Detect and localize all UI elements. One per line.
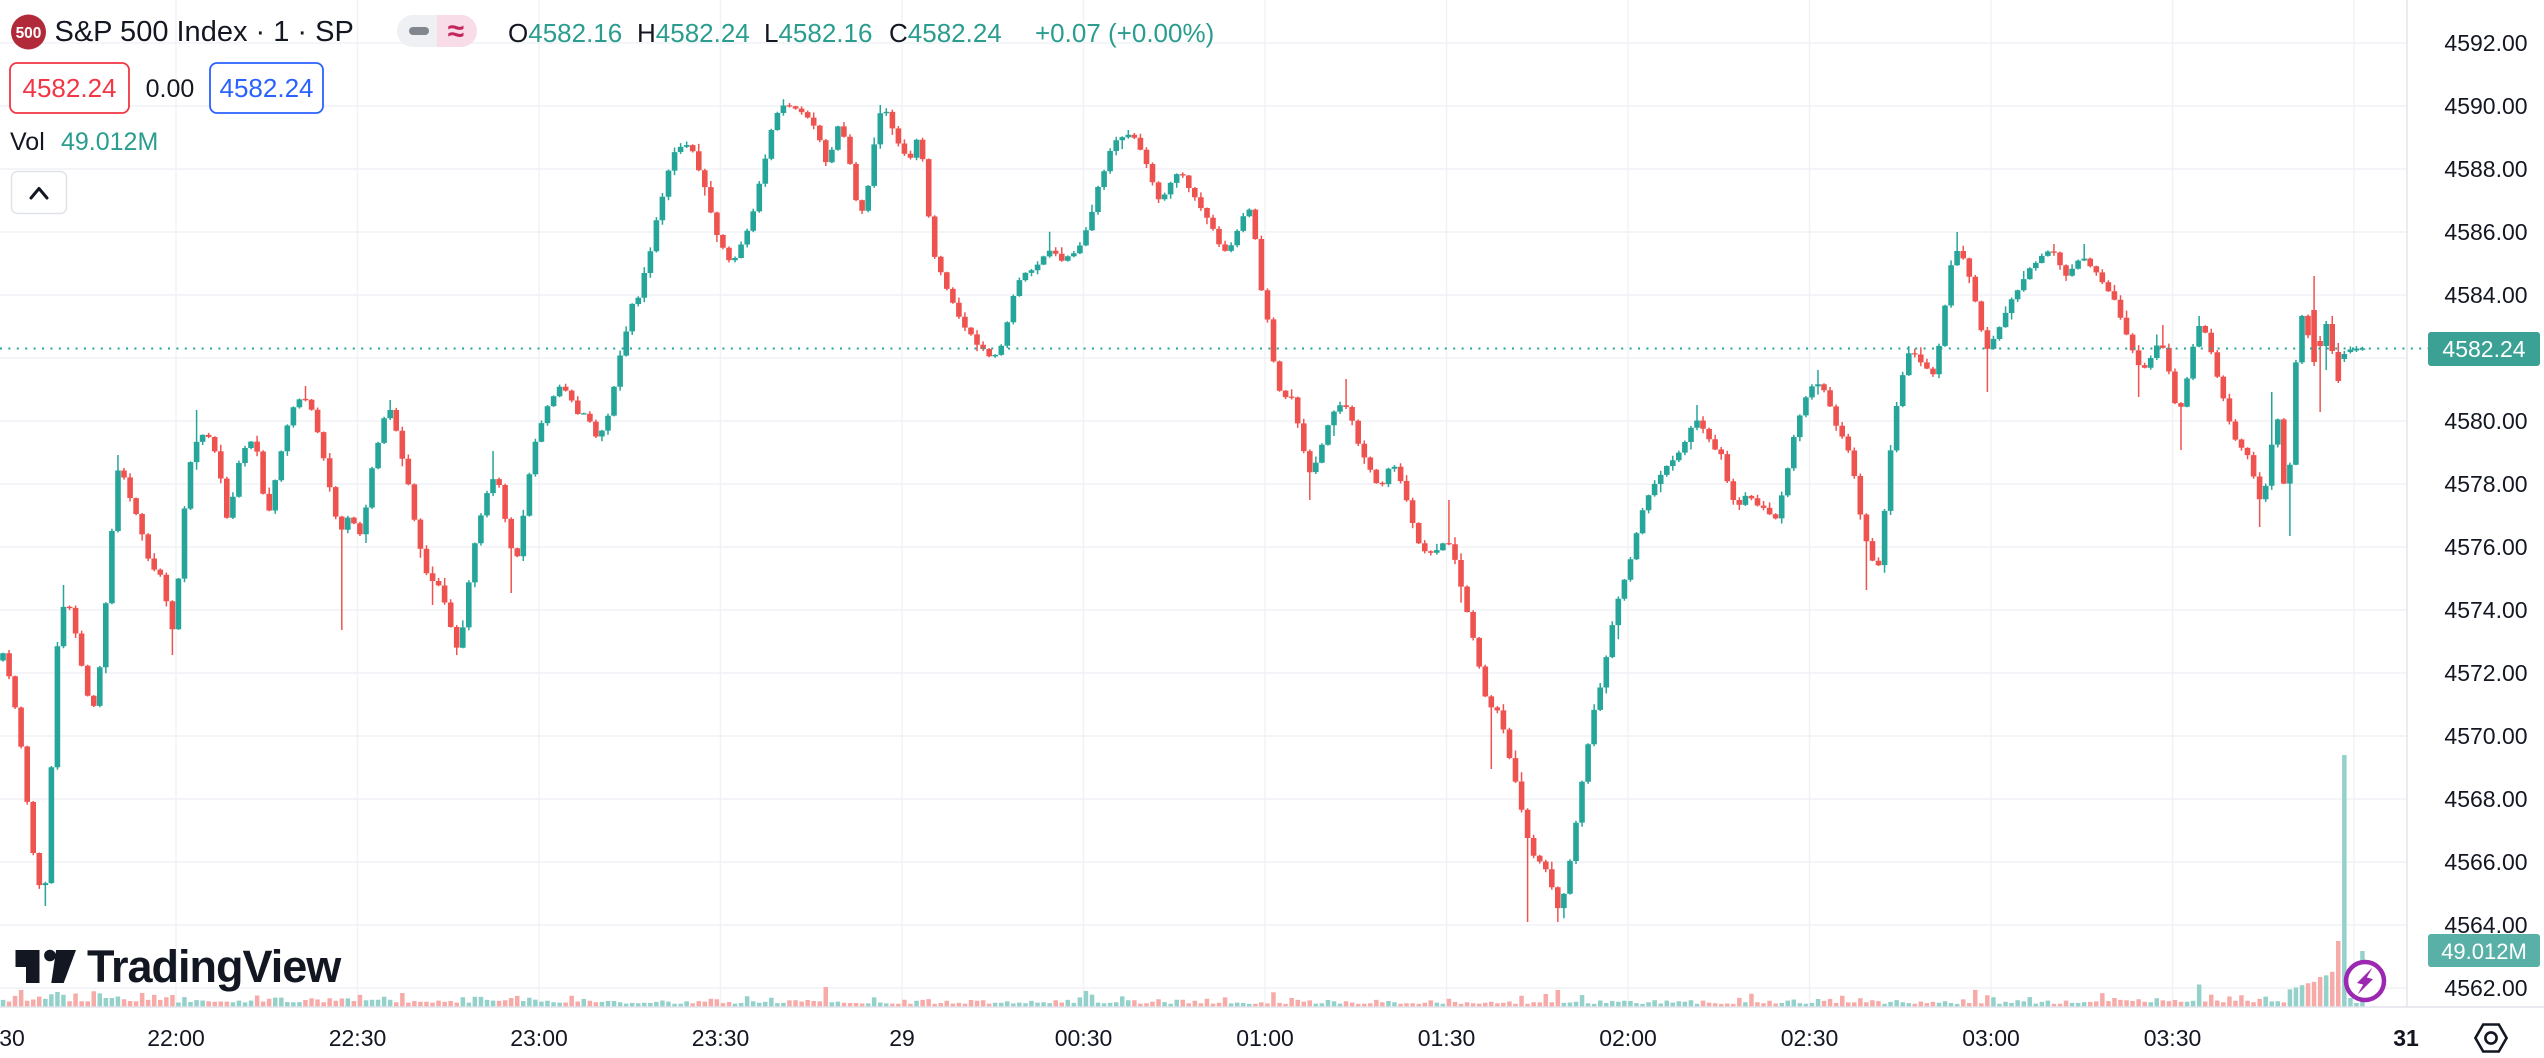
svg-text:S&P 500 Index · 1 · SP: S&P 500 Index · 1 · SP	[55, 16, 354, 48]
svg-text:4570.00: 4570.00	[2444, 723, 2527, 749]
svg-text:4584.00: 4584.00	[2444, 282, 2527, 308]
svg-text:02:30: 02:30	[1781, 1025, 1839, 1051]
svg-text:4592.00: 4592.00	[2444, 30, 2527, 56]
svg-text:0.00: 0.00	[146, 75, 195, 103]
svg-text:Vol: Vol	[10, 128, 45, 156]
svg-text:4588.00: 4588.00	[2444, 156, 2527, 182]
svg-text:22:30: 22:30	[329, 1025, 387, 1051]
svg-text:4568.00: 4568.00	[2444, 786, 2527, 812]
svg-text:≈: ≈	[448, 15, 464, 48]
svg-text:4572.00: 4572.00	[2444, 660, 2527, 686]
svg-text:01:30: 01:30	[1418, 1025, 1476, 1051]
svg-text:H4582.24: H4582.24	[637, 18, 750, 48]
svg-text:4580.00: 4580.00	[2444, 408, 2527, 434]
svg-text:4590.00: 4590.00	[2444, 93, 2527, 119]
svg-text:4574.00: 4574.00	[2444, 597, 2527, 623]
svg-text:C4582.24: C4582.24	[889, 18, 1002, 48]
svg-text:4582.24: 4582.24	[2442, 336, 2525, 362]
svg-text:TradingView: TradingView	[87, 941, 342, 992]
svg-text:03:00: 03:00	[1962, 1025, 2020, 1051]
svg-text:31: 31	[2393, 1025, 2419, 1051]
svg-text:+0.07 (+0.00%): +0.07 (+0.00%)	[1035, 18, 1214, 48]
svg-text:02:00: 02:00	[1599, 1025, 1657, 1051]
svg-text:23:00: 23:00	[510, 1025, 568, 1051]
svg-text:4562.00: 4562.00	[2444, 975, 2527, 1001]
svg-text:23:30: 23:30	[692, 1025, 750, 1051]
svg-text:03:30: 03:30	[2144, 1025, 2202, 1051]
svg-text:4576.00: 4576.00	[2444, 534, 2527, 560]
svg-text:L4582.16: L4582.16	[764, 18, 872, 48]
svg-text:500: 500	[16, 25, 42, 42]
svg-text:4564.00: 4564.00	[2444, 912, 2527, 938]
svg-text:49.012M: 49.012M	[61, 128, 158, 156]
svg-text:49.012M: 49.012M	[2441, 939, 2527, 964]
svg-text:4578.00: 4578.00	[2444, 471, 2527, 497]
svg-text:O4582.16: O4582.16	[508, 18, 622, 48]
svg-text:30: 30	[0, 1025, 25, 1051]
svg-text:01:00: 01:00	[1236, 1025, 1294, 1051]
svg-text:00:30: 00:30	[1055, 1025, 1113, 1051]
svg-text:22:00: 22:00	[147, 1025, 205, 1051]
svg-text:4586.00: 4586.00	[2444, 219, 2527, 245]
svg-text:4582.24: 4582.24	[23, 73, 117, 103]
svg-text:29: 29	[889, 1025, 915, 1051]
svg-text:4566.00: 4566.00	[2444, 849, 2527, 875]
svg-text:4582.24: 4582.24	[220, 73, 314, 103]
